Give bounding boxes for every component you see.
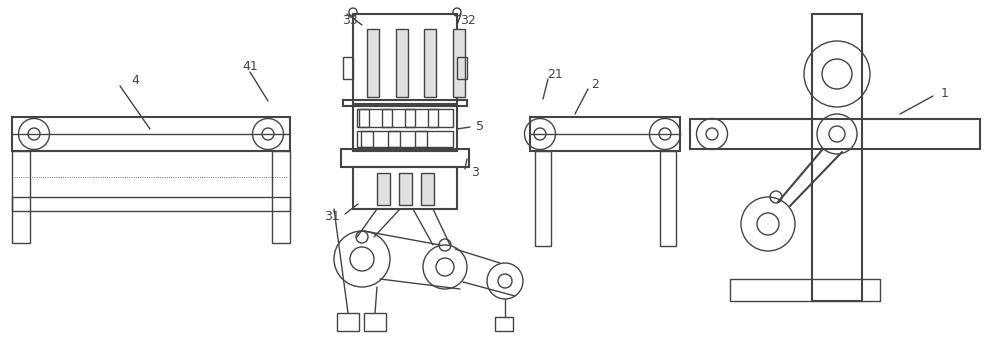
Bar [353,14,457,104]
Bar [495,317,513,331]
Bar [12,197,290,211]
Bar [367,29,379,97]
Bar [343,57,353,79]
Text: 32: 32 [460,15,476,27]
Bar [361,131,373,147]
Bar [424,29,436,97]
Bar [359,109,369,127]
Bar [457,57,467,79]
Text: 21: 21 [547,67,563,80]
Text: 31: 31 [324,211,340,223]
Bar [12,151,30,243]
Bar [415,131,427,147]
Bar [388,131,400,147]
Bar [364,313,386,331]
Bar [399,173,412,205]
Bar [690,119,980,149]
Bar [357,109,453,127]
Bar [396,29,408,97]
Bar [405,109,415,127]
Bar [343,100,467,106]
Text: 41: 41 [242,60,258,74]
Bar [453,29,465,97]
Text: 33: 33 [342,15,358,27]
Bar [12,117,290,151]
Bar [730,279,880,301]
Bar [428,109,438,127]
Bar [530,117,680,151]
Bar [357,131,453,147]
Bar [535,151,551,246]
Bar [660,151,676,246]
Bar [353,106,457,151]
Bar [377,173,390,205]
Bar [337,313,359,331]
Text: 3: 3 [471,165,479,179]
Bar [353,167,457,209]
Bar [341,149,469,167]
Text: 5: 5 [476,120,484,134]
Text: 1: 1 [941,87,949,100]
Bar [382,109,392,127]
Text: 4: 4 [131,75,139,87]
Bar [272,151,290,243]
Text: 2: 2 [591,78,599,91]
Bar [812,14,862,301]
Bar [421,173,434,205]
